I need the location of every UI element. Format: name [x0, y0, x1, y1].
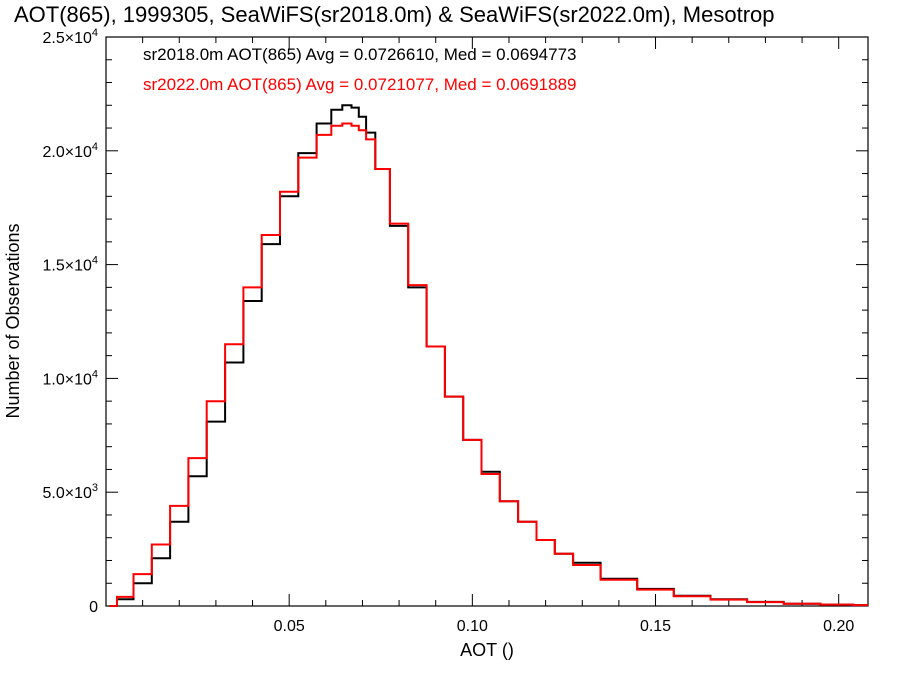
legend-entry-sr2022: sr2022.0m AOT(865) Avg = 0.0721077, Med … [143, 75, 577, 94]
y-tick-label: 2.0×104 [42, 141, 98, 161]
x-tick-label: 0.15 [640, 618, 671, 635]
y-tick-label: 5.0×103 [42, 482, 98, 502]
legend-entry-sr2018: sr2018.0m AOT(865) Avg = 0.0726610, Med … [143, 45, 577, 64]
y-tick-label: 1.5×104 [42, 255, 98, 275]
x-axis-label: AOT () [460, 640, 514, 660]
tick-marks [106, 36, 868, 607]
series-line-sr2022 [109, 122, 868, 607]
x-tick-labels: 0.05 0.10 0.15 0.20 [274, 618, 855, 635]
y-tick-label: 1.0×104 [42, 368, 98, 388]
x-tick-label: 0.20 [823, 618, 854, 635]
x-tick-label: 0.10 [457, 618, 488, 635]
chart-title: AOT(865), 1999305, SeaWiFS(sr2018.0m) & … [14, 2, 775, 27]
y-tick-label: 2.5×104 [42, 27, 98, 47]
y-tick-label: 0 [89, 599, 98, 616]
y-tick-labels: 0 5.0×103 1.0×104 1.5×104 2.0×104 2.5×104 [42, 27, 98, 616]
y-axis-label: Number of Observations [3, 223, 23, 418]
plot-area [105, 36, 869, 607]
series-line-sr2018 [109, 104, 868, 607]
x-tick-label: 0.05 [274, 618, 305, 635]
series-layer [109, 104, 868, 607]
